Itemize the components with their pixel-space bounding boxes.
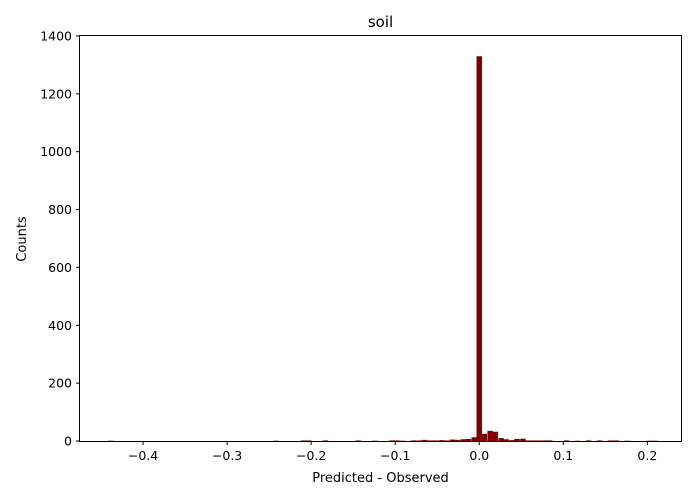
chart-title: soil: [368, 13, 393, 31]
histogram-bar: [503, 439, 509, 441]
y-axis-label: Counts: [15, 216, 30, 262]
histogram-bar: [514, 438, 520, 441]
histogram-bar: [355, 440, 361, 441]
y-tick-label: 0: [64, 434, 72, 449]
histogram-bar: [563, 440, 570, 441]
histogram-bar: [394, 440, 400, 441]
histogram-bar: [613, 440, 620, 441]
histogram-bar: [305, 440, 312, 441]
histogram-bar: [427, 440, 434, 441]
histogram-bar: [465, 438, 472, 441]
y-axis-ticks: 0 200 400 600 800 1000 1200 1400: [40, 29, 80, 449]
histogram-bar: [481, 433, 488, 441]
histogram-bar: [421, 439, 428, 441]
histogram-bar: [525, 440, 531, 441]
bars-group: [108, 56, 658, 442]
histogram-bar: [531, 440, 537, 441]
x-axis-ticks: −0.4 −0.3 −0.2 −0.1 0.0 0.1 0.2: [128, 441, 657, 463]
x-tick-label: 0.2: [637, 448, 657, 463]
histogram-bar: [432, 440, 439, 441]
x-tick-label: 0.0: [469, 448, 489, 463]
x-tick-label: −0.4: [128, 448, 158, 463]
histogram-bar: [498, 438, 504, 441]
histogram-bar: [547, 440, 553, 441]
y-tick-label: 1400: [40, 29, 72, 44]
x-tick-label: 0.1: [553, 448, 573, 463]
histogram-bar: [438, 440, 445, 441]
histogram-bar: [449, 439, 456, 441]
histogram-bar: [416, 440, 423, 441]
histogram-bar: [596, 440, 603, 441]
histogram-bar: [454, 439, 461, 441]
y-tick-label: 1200: [40, 86, 72, 101]
histogram-bar: [300, 440, 307, 441]
histogram-bar: [389, 440, 395, 441]
histogram-bar: [471, 437, 477, 441]
plot-frame: [79, 35, 682, 442]
y-tick-label: 600: [48, 260, 72, 275]
histogram-bar: [509, 440, 515, 441]
y-tick-label: 400: [48, 318, 72, 333]
x-axis-label: Predicted - Observed: [312, 471, 449, 486]
histogram-bar: [520, 438, 526, 441]
y-tick-label: 1000: [40, 144, 72, 159]
x-tick-label: −0.1: [380, 448, 410, 463]
y-tick-label: 800: [48, 202, 72, 217]
x-tick-label: −0.3: [212, 448, 242, 463]
histogram-bar: [492, 431, 498, 441]
histogram-bar: [536, 440, 542, 441]
histogram-bar: [410, 440, 417, 441]
histogram-bar: [322, 440, 329, 441]
y-tick-label: 200: [48, 376, 72, 391]
x-tick-label: −0.2: [296, 448, 326, 463]
histogram-bar: [487, 430, 493, 442]
histogram-bar: [585, 440, 592, 441]
histogram-bar: [460, 439, 467, 441]
histogram-bar: [476, 56, 483, 441]
histogram-bar: [542, 440, 548, 441]
histogram-bar: [443, 440, 450, 441]
histogram-bar: [607, 440, 614, 441]
